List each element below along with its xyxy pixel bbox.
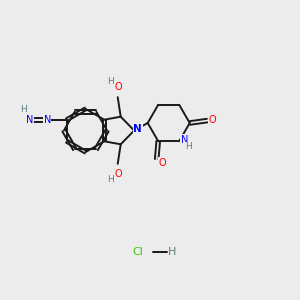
Text: N: N — [181, 135, 188, 145]
Text: H: H — [168, 247, 177, 257]
Text: O: O — [115, 82, 122, 92]
Text: Cl: Cl — [133, 247, 143, 257]
Text: H: H — [20, 105, 27, 114]
Text: H: H — [107, 77, 114, 86]
Text: N: N — [44, 115, 51, 125]
Text: O: O — [158, 158, 166, 168]
Text: H: H — [185, 142, 192, 151]
Text: O: O — [208, 115, 216, 125]
Text: N: N — [134, 124, 142, 134]
Text: H: H — [107, 175, 114, 184]
Text: N: N — [26, 115, 34, 125]
Text: O: O — [115, 169, 122, 179]
